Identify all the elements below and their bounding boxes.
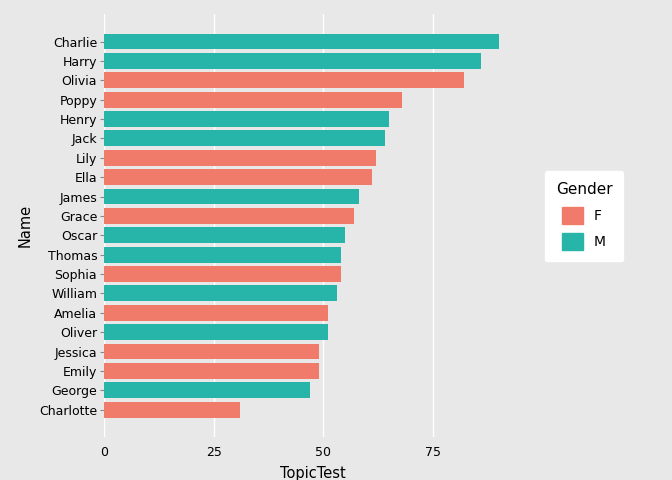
Bar	[104, 92, 403, 108]
Bar	[104, 266, 341, 282]
Bar	[104, 383, 310, 398]
Bar	[104, 344, 319, 360]
Bar	[104, 111, 389, 127]
Bar	[104, 34, 499, 49]
Bar	[104, 286, 337, 301]
X-axis label: TopicTest: TopicTest	[280, 466, 345, 480]
Legend: F, M: F, M	[544, 171, 624, 261]
Bar	[104, 131, 385, 146]
Bar	[104, 324, 328, 340]
Bar	[104, 402, 240, 418]
Bar	[104, 53, 481, 69]
Bar	[104, 150, 376, 166]
Y-axis label: Name: Name	[17, 204, 32, 247]
Bar	[104, 228, 345, 243]
Bar	[104, 189, 359, 204]
Bar	[104, 72, 464, 88]
Bar	[104, 169, 372, 185]
Bar	[104, 363, 319, 379]
Bar	[104, 208, 354, 224]
Bar	[104, 305, 328, 321]
Bar	[104, 247, 341, 263]
